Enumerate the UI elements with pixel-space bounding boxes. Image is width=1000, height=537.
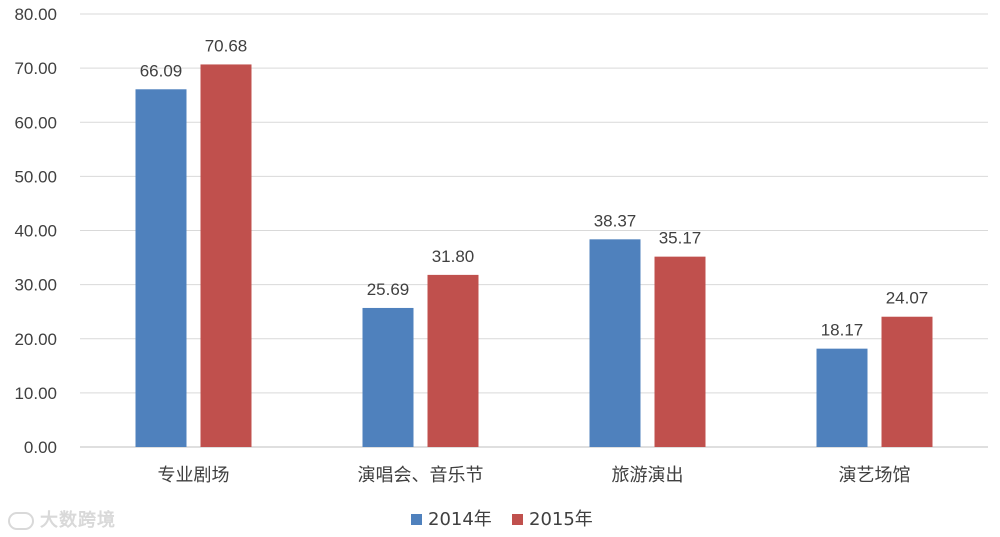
bar-series1 — [362, 307, 414, 447]
y-tick-label: 50.00 — [14, 167, 57, 186]
data-label: 66.09 — [140, 61, 183, 80]
bar-series2 — [654, 256, 706, 447]
legend-swatch — [512, 514, 523, 525]
x-tick-label: 演唱会、音乐节 — [358, 465, 484, 486]
x-axis: 专业剧场 演唱会、音乐节 旅游演出 演艺场馆 — [158, 465, 911, 486]
data-label: 31.80 — [432, 247, 475, 266]
legend-label: 2014年 — [428, 509, 492, 530]
legend-label: 2015年 — [529, 509, 593, 530]
data-label: 38.37 — [594, 211, 637, 230]
data-label: 70.68 — [205, 36, 248, 55]
y-tick-label: 10.00 — [14, 384, 57, 403]
bar-series1 — [816, 348, 868, 447]
logo-icon — [8, 512, 34, 530]
data-label: 35.17 — [659, 229, 702, 248]
data-label: 18.17 — [821, 321, 864, 340]
y-tick-label: 60.00 — [14, 113, 57, 132]
x-tick-label: 演艺场馆 — [839, 465, 911, 486]
bar-series2 — [427, 274, 479, 447]
x-tick-label: 旅游演出 — [612, 465, 684, 486]
y-tick-label: 40.00 — [14, 222, 57, 241]
y-tick-label: 70.00 — [14, 59, 57, 78]
legend-swatch — [411, 514, 422, 525]
y-tick-label: 30.00 — [14, 276, 57, 295]
data-label: 24.07 — [886, 289, 929, 308]
bars — [135, 64, 933, 448]
bar-series1 — [135, 89, 187, 447]
y-tick-label: 20.00 — [14, 330, 57, 349]
data-label: 25.69 — [367, 280, 410, 299]
legend: 2014年 2015年 — [411, 509, 593, 530]
y-tick-label: 0.00 — [24, 438, 57, 457]
watermark: 大数跨境 — [8, 506, 116, 532]
bar-series2 — [881, 316, 933, 447]
bar-series2 — [200, 64, 252, 448]
data-labels: 66.09 70.68 25.69 31.80 38.37 35.17 18.17 24.07 — [140, 36, 929, 339]
x-tick-label: 专业剧场 — [158, 465, 230, 486]
y-tick-label: 80.00 — [14, 5, 57, 24]
bar-series1 — [589, 239, 641, 447]
watermark-text: 大数跨境 — [40, 510, 116, 531]
y-axis: 0.00 10.00 20.00 30.00 40.00 50.00 60.00 70.00 8… — [14, 5, 57, 457]
